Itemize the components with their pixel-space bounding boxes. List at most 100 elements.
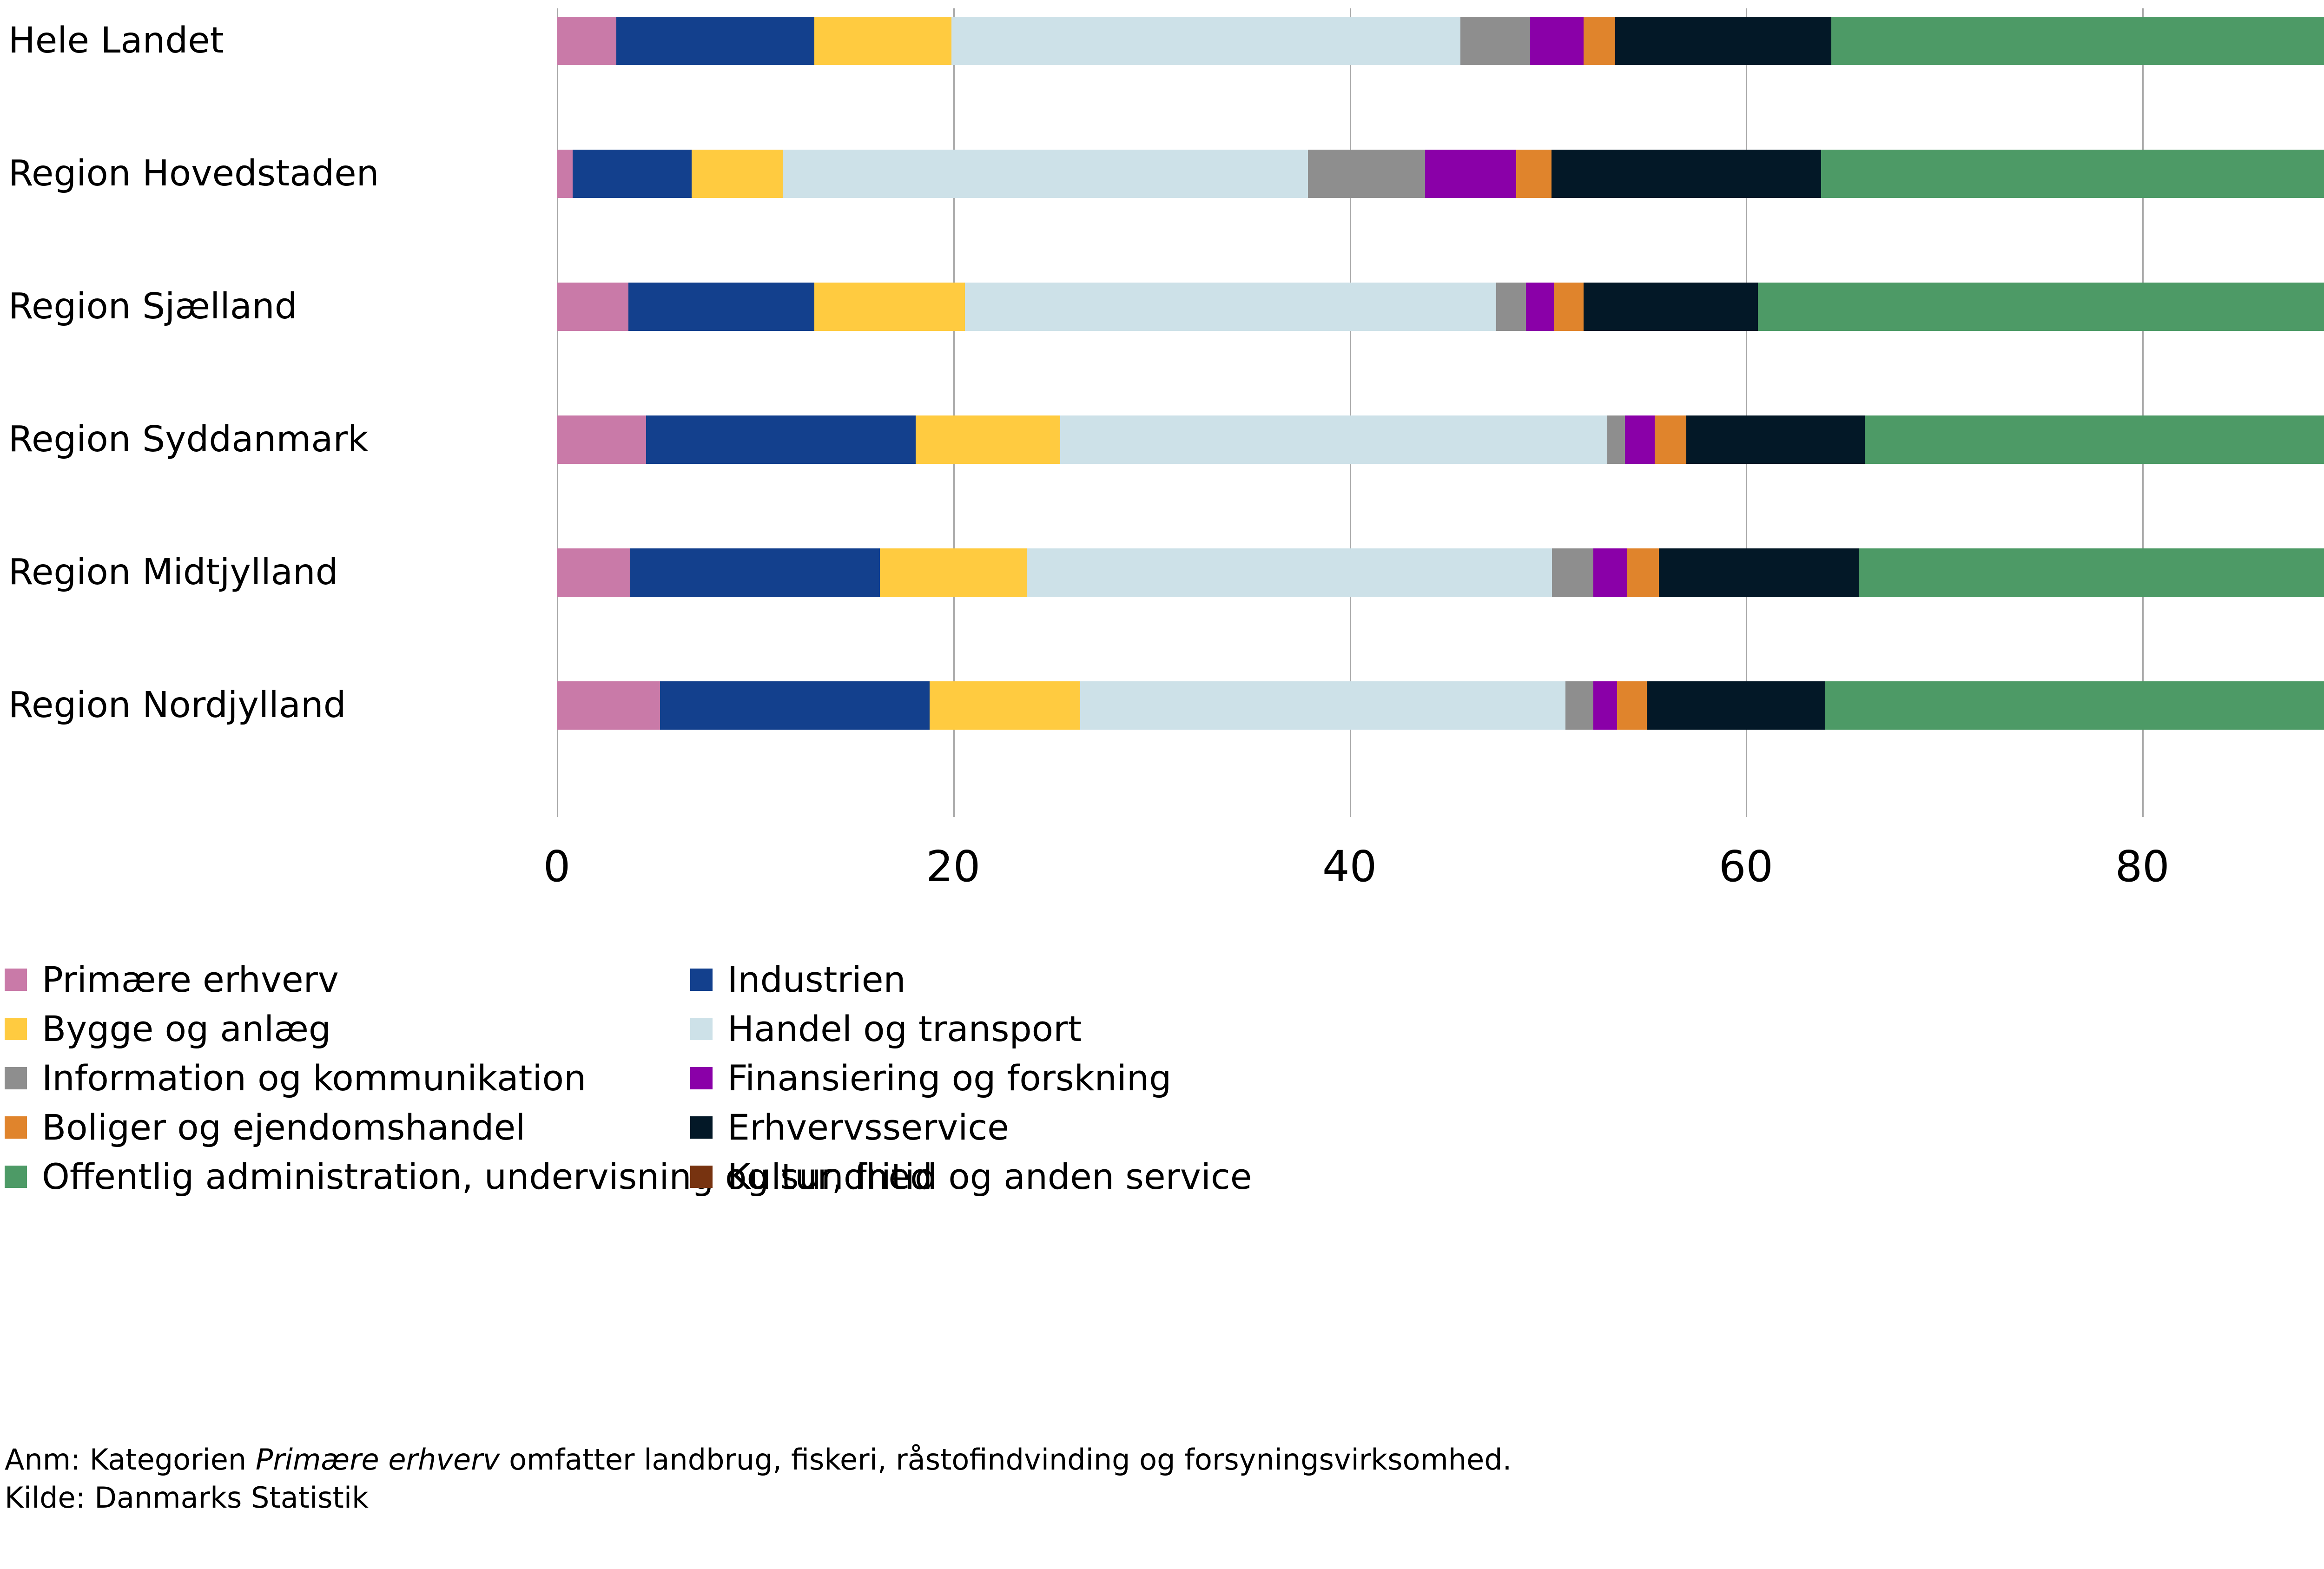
stacked-bar[interactable] <box>557 17 2324 65</box>
legend-item[interactable]: Information og kommunikation <box>5 1057 690 1099</box>
bar-segment[interactable] <box>557 548 630 597</box>
x-tick-label: 0 <box>543 842 571 891</box>
plot-area <box>557 8 2324 817</box>
bar-segment[interactable] <box>1615 17 1831 65</box>
bar-segment[interactable] <box>1859 548 2324 597</box>
bar-segment[interactable] <box>557 150 573 198</box>
legend-item[interactable]: Erhvervsservice <box>690 1107 2085 1148</box>
bar-segment[interactable] <box>1625 415 1655 464</box>
bar-segment[interactable] <box>691 150 783 198</box>
bar-segment[interactable] <box>630 548 880 597</box>
gridline-20 <box>953 8 955 817</box>
bar-segment[interactable] <box>783 150 1308 198</box>
legend-item[interactable]: Bygge og anlæg <box>5 1008 690 1050</box>
bar-segment[interactable] <box>814 283 965 331</box>
bar-segment[interactable] <box>1831 17 2324 65</box>
gridline-60 <box>1746 8 1748 817</box>
bar-segment[interactable] <box>1658 548 1859 597</box>
bar-segment[interactable] <box>1496 283 1526 331</box>
legend-row: Information og kommunikation Finansiering… <box>5 1054 2324 1103</box>
legend-label: Bygge og anlæg <box>42 1008 331 1049</box>
bar-segment[interactable] <box>1565 681 1594 730</box>
legend-item[interactable]: Kultur, fritid og anden service <box>690 1156 2085 1198</box>
footnote-suffix: omfatter landbrug, fiskeri, råstofindvin… <box>500 1443 1512 1477</box>
legend-item[interactable]: Primære erhverv <box>5 959 690 1001</box>
bar-segment[interactable] <box>1552 150 1822 198</box>
bar-segment[interactable] <box>1553 283 1584 331</box>
bar-segment[interactable] <box>1526 283 1554 331</box>
bar-segment[interactable] <box>1825 681 2324 730</box>
bar-segment[interactable] <box>1593 681 1618 730</box>
bar-segment[interactable] <box>1308 150 1425 198</box>
category-label: Region Hovedstaden <box>8 153 379 194</box>
bar-segment[interactable] <box>1080 681 1566 730</box>
stacked-bar[interactable] <box>557 681 2324 730</box>
bar-segment[interactable] <box>557 17 616 65</box>
bar-segment[interactable] <box>1460 17 1530 65</box>
gridline-80 <box>2142 8 2144 817</box>
bar-segment[interactable] <box>929 681 1080 730</box>
legend-item[interactable]: Finansiering og forskning <box>690 1057 2085 1099</box>
stacked-bar[interactable] <box>557 415 2324 464</box>
bar-segment[interactable] <box>660 681 930 730</box>
bar-segment[interactable] <box>628 283 815 331</box>
bar-segment[interactable] <box>1607 415 1625 464</box>
bar-segment[interactable] <box>965 283 1497 331</box>
bar-segment[interactable] <box>880 548 1027 597</box>
bar-segment[interactable] <box>1655 415 1687 464</box>
gridline-40 <box>1349 8 1351 817</box>
legend-label: Information og kommunikation <box>42 1057 587 1099</box>
gridline-0 <box>557 8 558 817</box>
bar-segment[interactable] <box>814 17 951 65</box>
legend-swatch-icon <box>690 969 713 991</box>
footnote-italic-term: Primære erhverv <box>255 1443 500 1477</box>
legend-item[interactable]: Industrien <box>690 959 2085 1001</box>
bar-segment[interactable] <box>1026 548 1552 597</box>
bar-segment[interactable] <box>1647 681 1825 730</box>
legend-row: Offentlig administration, undervisning o… <box>5 1152 2324 1201</box>
legend-label: Handel og transport <box>727 1008 1082 1049</box>
bar-segment[interactable] <box>573 150 692 198</box>
bar-segment[interactable] <box>1865 415 2324 464</box>
legend-item[interactable]: Handel og transport <box>690 1008 2085 1050</box>
x-axis-tick-labels: 020406080100 <box>0 841 2324 897</box>
legend-swatch-icon <box>5 969 27 991</box>
bar-segment[interactable] <box>1060 415 1607 464</box>
bar-segment[interactable] <box>616 17 815 65</box>
bar-segment[interactable] <box>557 415 646 464</box>
bar-segment[interactable] <box>1516 150 1552 198</box>
x-tick-label: 80 <box>2115 842 2170 891</box>
chart-footer: Anm: Kategorien Primære erhverv omfatter… <box>5 1441 2324 1517</box>
bar-segment[interactable] <box>1552 548 1594 597</box>
legend-swatch-icon <box>690 1067 713 1089</box>
bar-segment[interactable] <box>1627 548 1659 597</box>
bar-segment[interactable] <box>1425 150 1516 198</box>
stacked-bar[interactable] <box>557 283 2324 331</box>
legend-swatch-icon <box>5 1018 27 1040</box>
stacked-bar[interactable] <box>557 150 2324 198</box>
legend-swatch-icon <box>690 1166 713 1188</box>
bar-segment[interactable] <box>1583 17 1615 65</box>
bar-segment[interactable] <box>1593 548 1627 597</box>
legend-item[interactable]: Boliger og ejendomshandel <box>5 1107 690 1148</box>
bar-segment[interactable] <box>557 283 628 331</box>
stacked-bar[interactable] <box>557 548 2324 597</box>
legend-label: Finansiering og forskning <box>727 1057 1172 1099</box>
bar-segment[interactable] <box>915 415 1061 464</box>
legend-item[interactable]: Offentlig administration, undervisning o… <box>5 1156 932 1198</box>
legend-row: Boliger og ejendomshandel Erhvervsservice <box>5 1103 2324 1152</box>
legend-row: Bygge og anlæg Handel og transport <box>5 1004 2324 1054</box>
bar-segment[interactable] <box>1821 150 2324 198</box>
bar-segment[interactable] <box>1757 283 2324 331</box>
bar-segment[interactable] <box>951 17 1461 65</box>
bar-segment[interactable] <box>557 681 660 730</box>
category-label: Region Nordjylland <box>8 685 346 726</box>
legend-label: Erhvervsservice <box>727 1107 1009 1148</box>
bar-segment[interactable] <box>1686 415 1865 464</box>
category-label: Region Midtjylland <box>8 552 338 593</box>
x-tick-label: 40 <box>1322 842 1377 891</box>
bar-segment[interactable] <box>1583 283 1758 331</box>
bar-segment[interactable] <box>1530 17 1584 65</box>
bar-segment[interactable] <box>1617 681 1647 730</box>
bar-segment[interactable] <box>646 415 916 464</box>
